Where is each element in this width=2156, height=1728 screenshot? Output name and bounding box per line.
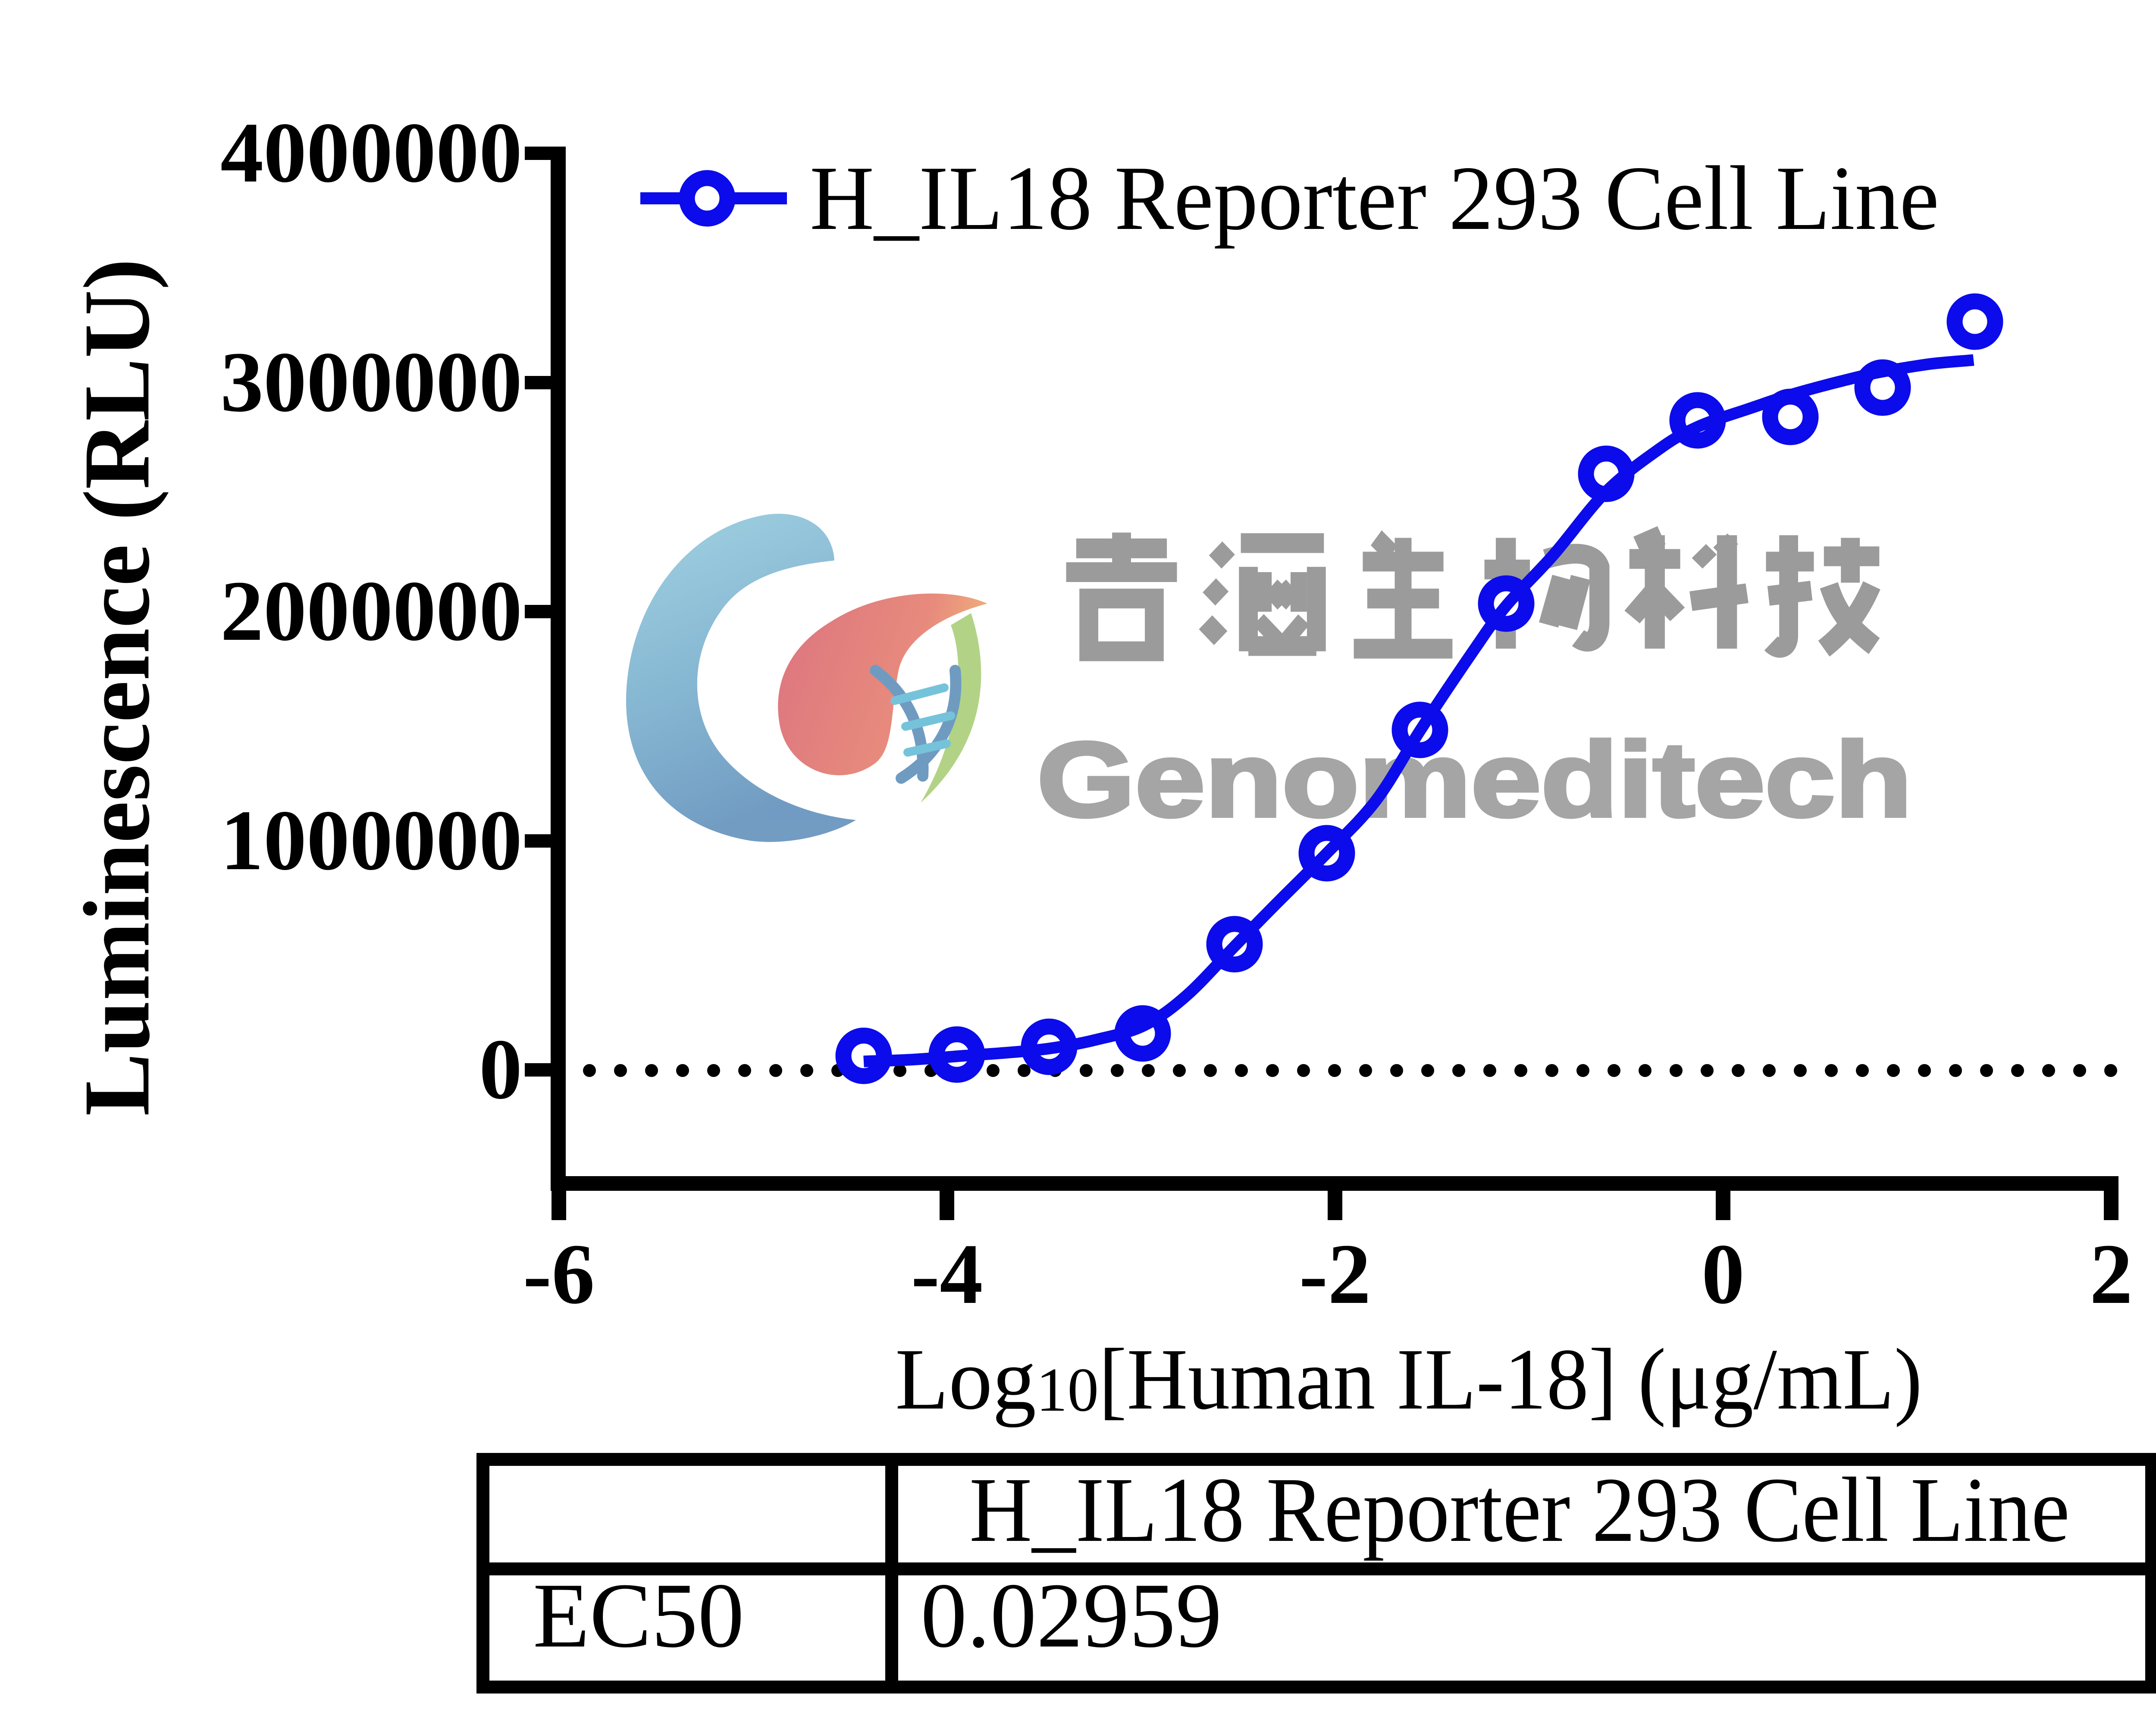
svg-text:EC50: EC50 [533, 1564, 744, 1667]
svg-text:H_IL18 Reporter 293 Cell Line: H_IL18 Reporter 293 Cell Line [969, 1458, 2070, 1561]
svg-text:10: 10 [1036, 1355, 1099, 1424]
svg-text:0.02959: 0.02959 [921, 1564, 1222, 1667]
svg-text:2: 2 [2090, 1227, 2133, 1322]
svg-text:H_IL18 Reporter 293 Cell Line: H_IL18 Reporter 293 Cell Line [810, 147, 1939, 249]
svg-text:1000000: 1000000 [220, 793, 522, 888]
svg-text:0: 0 [1702, 1227, 1745, 1322]
svg-text:Luminescence (RLU): Luminescence (RLU) [65, 259, 169, 1116]
svg-text:4000000: 4000000 [220, 105, 522, 200]
svg-text:-6: -6 [523, 1227, 595, 1322]
svg-text:-2: -2 [1299, 1227, 1371, 1322]
svg-text:0: 0 [479, 1022, 522, 1117]
svg-text:2000000: 2000000 [220, 563, 522, 659]
svg-text:Log: Log [895, 1330, 1036, 1427]
svg-text:Genomeditech: Genomeditech [1037, 720, 1912, 839]
svg-text:[Human IL-18] (μg/mL): [Human IL-18] (μg/mL) [1099, 1330, 1922, 1427]
svg-text:3000000: 3000000 [220, 335, 522, 430]
svg-text:-4: -4 [911, 1227, 983, 1322]
